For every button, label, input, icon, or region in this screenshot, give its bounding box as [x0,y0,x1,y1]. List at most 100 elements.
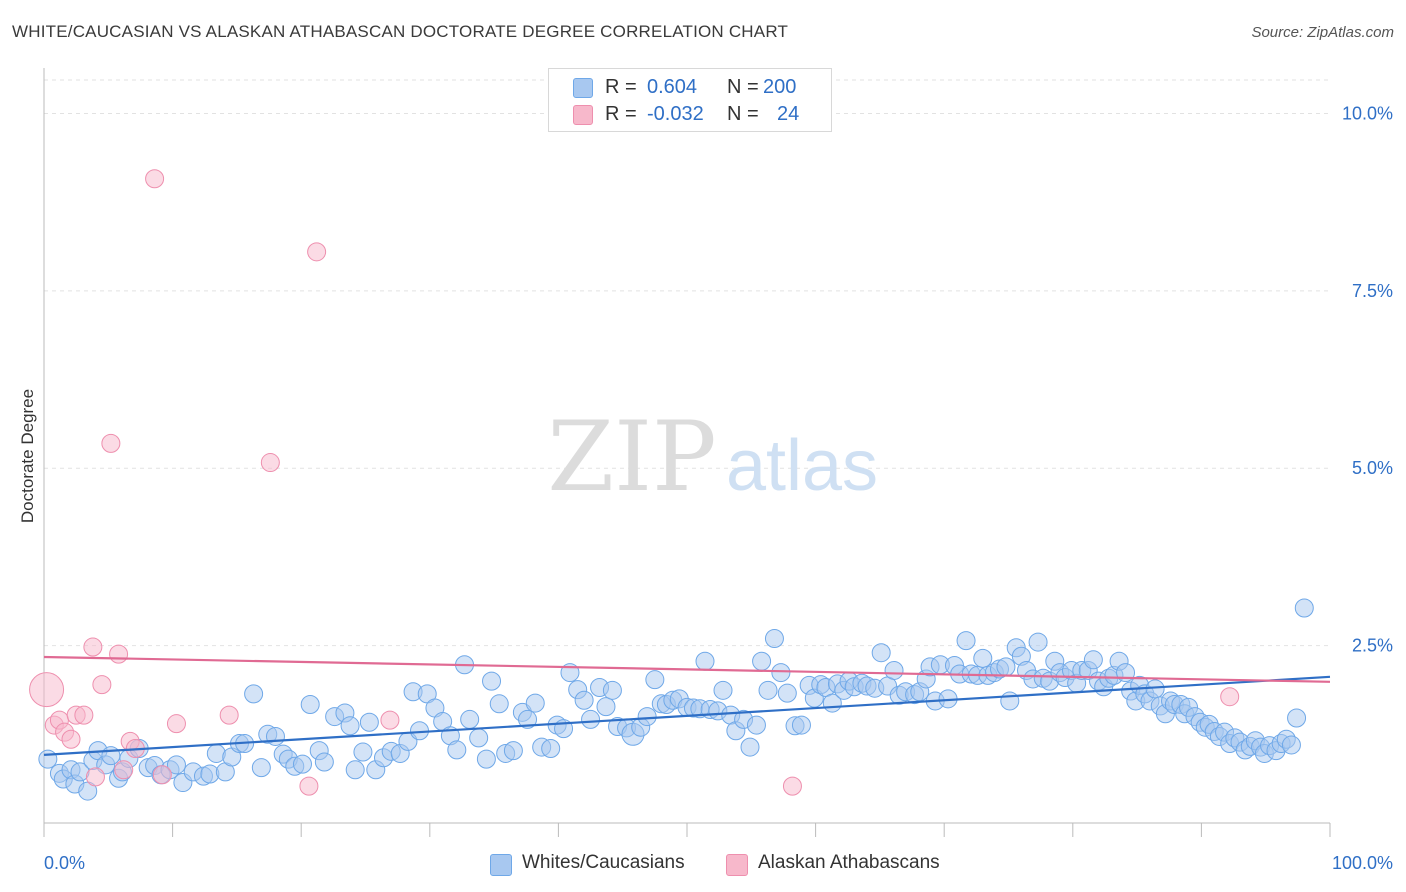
watermark-atlas: atlas [726,426,878,506]
point-whites [482,671,502,691]
series-whites-caucasians [38,598,1314,801]
watermark-zip: ZIP [547,401,716,513]
chart-title: WHITE/CAUCASIAN VS ALASKAN ATHABASCAN DO… [12,22,789,41]
point-whites [764,629,784,649]
point-whites [359,712,379,732]
n-label: N = [727,76,759,98]
legend-label-whites: Whites/Caucasians [522,852,685,873]
y-tick-label-2: 7.5% [1352,281,1393,301]
point-athabascans [101,433,121,453]
legend-label-athabascans: Alaskan Athabascans [758,852,940,873]
point-whites [973,648,993,668]
point-whites [489,694,509,714]
point-athabascans [380,710,400,730]
tick-labels: 2.5% 5.0% 7.5% 10.0% 0.0% 100.0% [44,103,1393,873]
point-athabascans [109,644,129,664]
point-whites [581,709,601,729]
point-whites [300,695,320,715]
point-athabascans [307,242,327,262]
point-whites [469,728,489,748]
point-athabascans [92,675,112,695]
x-tick-label-min: 0.0% [44,853,85,873]
source-label: Source: ZipAtlas.com [1251,24,1394,41]
series-alaskan-athabascans [29,169,1240,796]
point-whites [996,657,1016,677]
stats-legend: R = 0.604 N = 200 R = -0.032 N = 24 [548,68,832,132]
point-whites [345,760,365,780]
point-whites [574,690,594,710]
series-legend: Whites/Caucasians Alaskan Athabascans [0,852,1406,878]
y-tick-label-0: 2.5% [1352,636,1393,656]
watermark: ZIP atlas [547,401,878,513]
point-whites [244,684,264,704]
point-whites [752,651,772,671]
y-axis-label: Doctorate Degree [18,389,37,523]
point-whites [1281,735,1301,755]
swatch-whites [573,78,593,98]
point-whites [292,754,312,774]
legend-swatch-whites [490,854,512,876]
point-whites [340,716,360,736]
point-whites [695,651,715,671]
point-athabascans [782,776,802,796]
trend-line-athabascans [43,655,1331,683]
point-whites [1000,691,1020,711]
point-whites [746,715,766,735]
point-whites [353,742,373,762]
point-athabascans [299,776,319,796]
point-whites [1028,632,1048,652]
point-athabascans [29,672,65,708]
r-label: R = [605,103,637,125]
n-label: N = [727,103,759,125]
point-athabascans [260,453,280,473]
point-whites [447,740,467,760]
point-whites [791,715,811,735]
point-whites [777,683,797,703]
n-value: 200 [763,76,797,98]
swatch-athabascans [573,105,593,125]
point-whites [314,752,334,772]
point-whites [541,739,561,758]
point-whites [871,643,891,663]
point-whites [166,755,186,775]
r-value: -0.032 [647,103,704,125]
point-whites [251,758,271,778]
point-athabascans [61,729,81,749]
point-whites [101,746,121,766]
point-athabascans [114,760,134,780]
point-whites [265,726,285,746]
n-value: 24 [777,103,800,125]
point-whites [503,741,523,761]
point-whites [525,693,545,713]
point-athabascans [145,169,165,189]
point-whites [740,737,760,757]
point-athabascans [1220,687,1240,707]
point-whites [518,709,538,729]
point-whites [1294,598,1314,618]
point-whites [645,670,665,690]
y-tick-label-1: 5.0% [1352,458,1393,478]
point-athabascans [74,705,94,725]
point-whites [713,680,733,700]
point-whites [602,680,622,700]
point-athabascans [166,714,186,734]
point-whites [1287,708,1307,728]
point-whites [476,749,496,769]
r-value: 0.604 [647,76,698,98]
point-whites [956,631,976,651]
point-athabascans [83,637,103,657]
stats-row-whites: R = 0.604 N = 200 [549,73,831,101]
point-whites [758,680,778,700]
point-athabascans [85,767,105,787]
point-whites [460,709,480,729]
point-whites [637,707,657,727]
y-tick-label-3: 10.0% [1342,103,1393,123]
point-whites [206,743,226,763]
r-label: R = [605,76,637,98]
point-whites [771,663,791,683]
stats-row-athabascans: R = -0.032 N = 24 [549,100,831,128]
legend-swatch-athabascans [726,854,748,876]
point-athabascans [152,765,172,785]
point-whites [1083,650,1103,670]
